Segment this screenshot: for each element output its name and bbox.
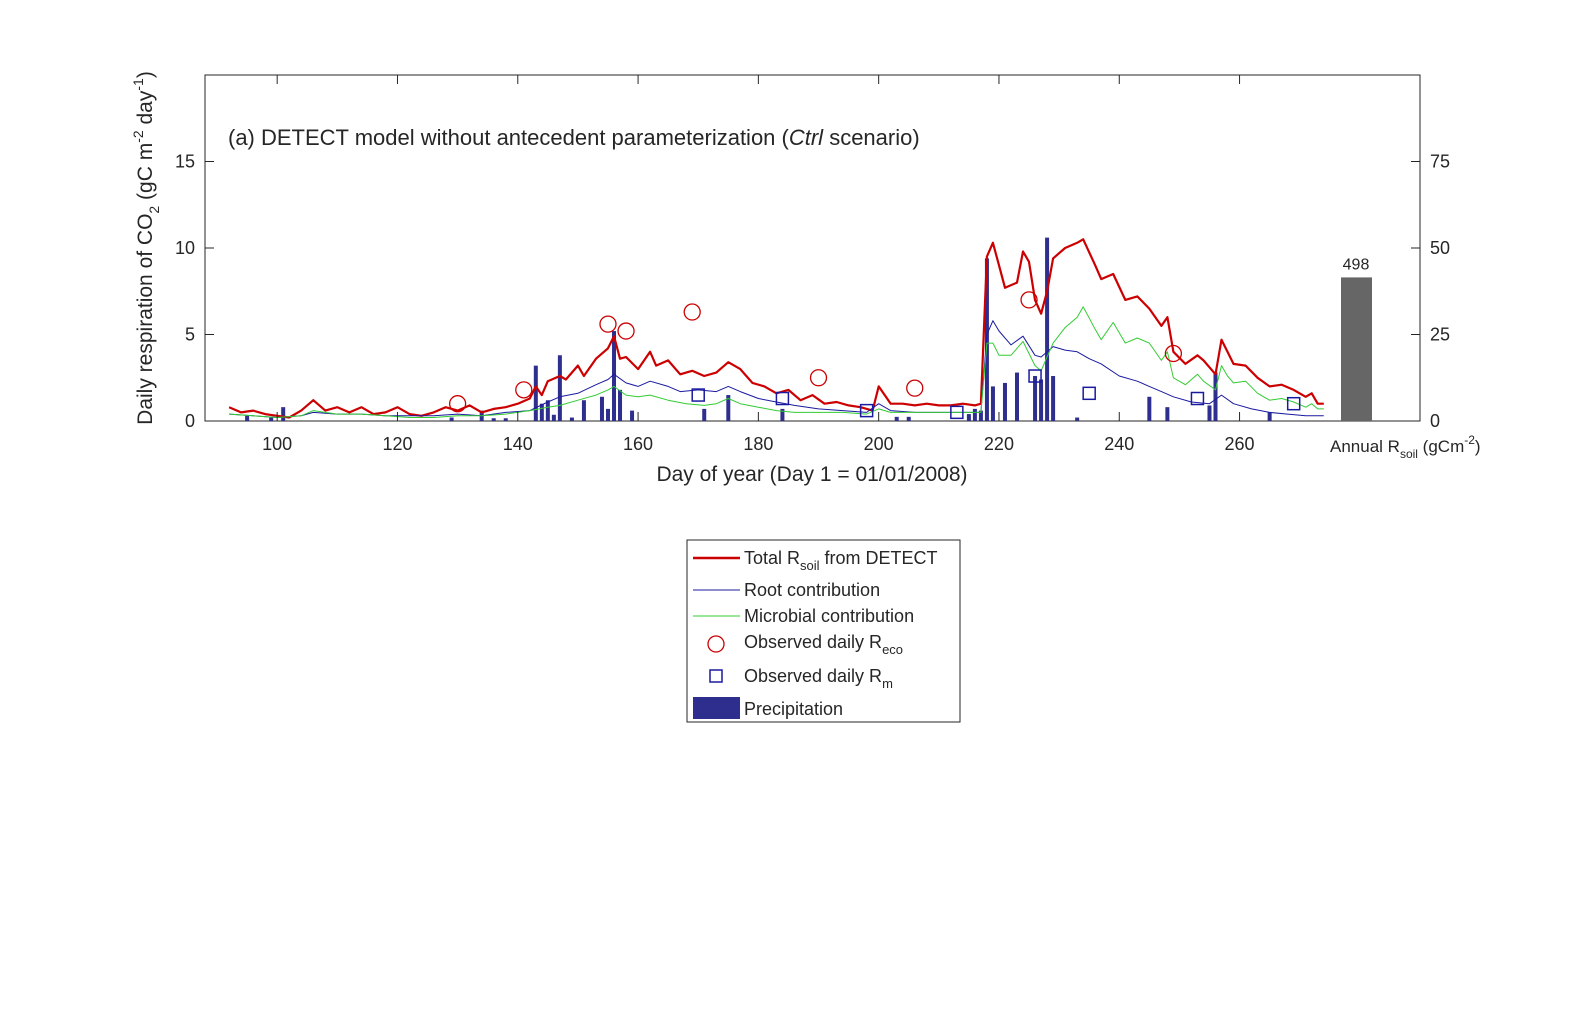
x-tick-label-1: 120 [382, 434, 412, 454]
precip-bar-40 [1268, 412, 1272, 421]
legend-label-root: Root contribution [744, 580, 880, 600]
precip-bar-17 [618, 390, 622, 421]
x-tick-label-3: 160 [623, 434, 653, 454]
y2-tick-label-2: 50 [1430, 238, 1450, 258]
x-axis-label: Day of year (Day 1 = 01/01/2008) [656, 463, 967, 486]
precip-bar-32 [1039, 379, 1043, 421]
precip-bar-10 [552, 415, 556, 421]
chart-title: (a) DETECT model without antecedent para… [228, 125, 920, 150]
y-tick-label-1: 5 [185, 325, 195, 345]
y-tick-label-3: 15 [175, 152, 195, 172]
annual-axis-label: Annual Rsoil (gCm-2) [1330, 433, 1481, 461]
precip-bar-24 [967, 414, 971, 421]
precip-bar-38 [1207, 405, 1211, 421]
legend: Total Rsoil from DETECT Root contributio… [687, 540, 960, 722]
precip-bar-19 [702, 409, 706, 421]
x-tick-label-0: 100 [262, 434, 292, 454]
precip-bar-11 [558, 355, 562, 421]
x-tick-label-2: 140 [503, 434, 533, 454]
precip-bar-0 [245, 416, 249, 421]
precip-bar-7 [534, 366, 538, 421]
precip-bar-6 [504, 418, 508, 421]
y2-tick-label-1: 25 [1430, 325, 1450, 345]
precip-bar-13 [582, 400, 586, 421]
precip-bar-39 [1213, 373, 1217, 421]
legend-swatch-precip [693, 697, 740, 719]
precip-bar-28 [991, 386, 995, 421]
precip-bar-18 [630, 411, 634, 421]
legend-label-precip: Precipitation [744, 699, 843, 719]
precip-bar-5 [492, 418, 496, 421]
annual-bar-group: 498 [1341, 256, 1372, 421]
y-axis-label: Daily respiration of CO2 (gC m-2 day-1) [130, 71, 162, 425]
precip-bar-30 [1015, 373, 1019, 421]
x-tick-label-5: 200 [864, 434, 894, 454]
y-tick-label-0: 0 [185, 411, 195, 431]
x-tick-label-4: 180 [743, 434, 773, 454]
precip-bar-23 [907, 417, 911, 421]
precip-bar-14 [600, 397, 604, 421]
precip-bar-1 [269, 418, 273, 421]
y-tick-label-2: 10 [175, 238, 195, 258]
annual-bar [1341, 277, 1372, 421]
precip-bar-8 [540, 404, 544, 421]
precip-bar-3 [450, 418, 454, 421]
precip-bar-15 [606, 409, 610, 421]
x-tick-label-8: 260 [1225, 434, 1255, 454]
precip-bar-25 [973, 409, 977, 421]
legend-label-microbial: Microbial contribution [744, 606, 914, 626]
precip-bar-2 [281, 407, 285, 421]
x-tick-label-7: 240 [1104, 434, 1134, 454]
precip-bar-9 [546, 400, 550, 421]
y2-tick-label-0: 0 [1430, 411, 1440, 431]
precip-bar-37 [1165, 407, 1169, 421]
y2-tick-label-3: 75 [1430, 152, 1450, 172]
annual-bar-value: 498 [1343, 256, 1370, 273]
precip-bar-36 [1147, 397, 1151, 421]
x-tick-label-6: 220 [984, 434, 1014, 454]
precip-bar-34 [1051, 376, 1055, 421]
precip-bar-12 [570, 418, 574, 421]
precip-bar-29 [1003, 383, 1007, 421]
precip-bar-35 [1075, 418, 1079, 421]
precip-bar-33 [1045, 238, 1049, 421]
precip-bar-22 [895, 417, 899, 421]
